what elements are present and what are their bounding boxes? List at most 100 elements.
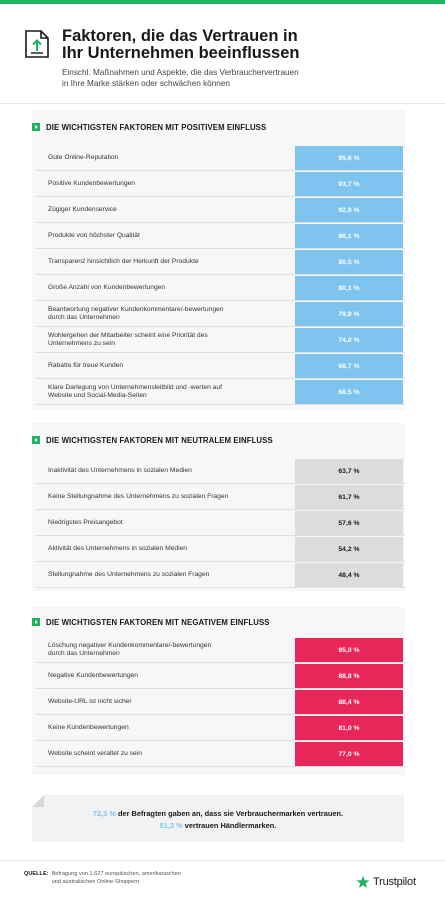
factor-label-line: Website-URL ist nicht sicher [48, 697, 132, 705]
source-line-2: und australischen Online-Shoppern [51, 879, 140, 885]
positive-factor-chart: Gute Online-Reputation 95,6 % Positive Kun… [36, 145, 405, 405]
value-bar: 48,4 % [295, 563, 403, 587]
callout-line-2: 51,3 % vertrauen Händlermarken. [32, 821, 404, 830]
play-bullet-icon [32, 436, 40, 444]
value-bar: 80,5 % [295, 250, 403, 274]
neutral-section-title: DIE WICHTIGSTEN FAKTOREN MIT NEUTRALEM E… [46, 435, 273, 445]
value-label: 61,7 % [338, 493, 360, 501]
factor-row: Keine Kundenbewertungen 81,0 % [36, 715, 405, 741]
value-bar: 54,2 % [295, 537, 403, 561]
factor-label-line: Unternehmens zu sein [48, 339, 115, 347]
factor-row: Rabatte für treue Kunden 68,7 % [36, 353, 405, 379]
value-bar: 93,7 % [295, 172, 403, 196]
value-label: 95,0 % [338, 646, 360, 654]
negative-section-title: DIE WICHTIGSTEN FAKTOREN MIT NEGATIVEM E… [46, 617, 270, 627]
factor-row: Gute Online-Reputation 95,6 % [36, 145, 405, 171]
source-note: QUELLE: Befragung von 1.627 europäischen… [24, 870, 181, 886]
factor-label-line: Website und Social-Media-Seiten [48, 391, 147, 399]
page-title: Faktoren, die das Vertrauen in Ihr Unter… [62, 28, 299, 62]
factor-label-line: Große Anzahl von Kundenbewertungen [48, 283, 166, 291]
value-label: 86,1 % [338, 232, 360, 240]
title-line-2: Ihr Unternehmen beeinflussen [62, 44, 300, 62]
factor-row: Stellungnahme des Unternehmens zu sozial… [36, 562, 405, 588]
value-bar: 79,9 % [295, 302, 403, 326]
factor-label: Klare Darlegung von Unternehmensleitbild… [48, 379, 288, 404]
play-bullet-icon [32, 618, 40, 626]
factor-label: Keine Stellungnahme des Unternehmens zu … [48, 484, 288, 509]
source-line-1: Befragung von 1.627 europäischen, amerik… [51, 871, 181, 877]
neutral-section-header: DIE WICHTIGSTEN FAKTOREN MIT NEUTRALEM E… [32, 433, 273, 447]
top-accent-bar [0, 0, 445, 4]
value-bar: 74,0 % [295, 328, 403, 352]
factor-row: Negative Kundenbewertungen 88,8 % [36, 663, 405, 689]
value-bar: 77,0 % [295, 742, 403, 766]
factor-label-line: Beantwortung negativer Kundenkommentare/… [48, 305, 224, 313]
factor-label: Keine Kundenbewertungen [48, 715, 288, 740]
summary-callout: 72,3 % der Befragten gaben an, dass sie … [32, 795, 404, 842]
factor-label-line: durch das Unternehmen [48, 313, 120, 321]
value-bar: 68,7 % [295, 354, 403, 378]
value-label: 68,7 % [338, 362, 360, 370]
factor-label-line: Niedrigstes Preisangebot [48, 518, 123, 526]
factor-label: Gute Online-Reputation [48, 145, 288, 170]
factor-label-line: Positive Kundenbewertungen [48, 179, 135, 187]
neutral-factor-chart: Inaktivität des Unternehmens in sozialen… [36, 458, 405, 588]
play-bullet-icon [32, 123, 40, 131]
page-subtitle: Einschl. Maßnahmen und Aspekte, die das … [62, 67, 299, 89]
factor-label-line: Gute Online-Reputation [48, 153, 119, 161]
positive-section-header: DIE WICHTIGSTEN FAKTOREN MIT POSITIVEM E… [32, 120, 266, 134]
factor-label: Zügiger Kundenservice [48, 197, 288, 222]
factor-label: Transparenz hinsichtlich der Herkunft de… [48, 249, 288, 274]
header-divider [0, 103, 445, 104]
factor-label: Inaktivität des Unternehmens in sozialen… [48, 458, 288, 483]
factor-label: Rabatte für treue Kunden [48, 353, 288, 378]
factor-row: Beantwortung negativer Kundenkommentare/… [36, 301, 405, 327]
factor-label: Aktivität des Unternehmens in sozialen M… [48, 536, 288, 561]
factor-label-line: Transparenz hinsichtlich der Herkunft de… [48, 257, 199, 265]
factor-label-line: Rabatte für treue Kunden [48, 361, 124, 369]
negative-section-header: DIE WICHTIGSTEN FAKTOREN MIT NEGATIVEM E… [32, 615, 270, 629]
factor-label: Niedrigstes Preisangebot [48, 510, 288, 535]
value-label: 74,0 % [338, 336, 360, 344]
callout-value-2: 51,3 % [159, 821, 183, 830]
factor-label-line: Inaktivität des Unternehmens in sozialen… [48, 466, 192, 474]
factor-row: Website-URL ist nicht sicher 88,4 % [36, 689, 405, 715]
factor-label: Produkte von höchster Qualität [48, 223, 288, 248]
factor-label: Löschung negativer Kundenkommentare/-bew… [48, 637, 288, 662]
factor-label: Große Anzahl von Kundenbewertungen [48, 275, 288, 300]
value-label: 81,0 % [338, 724, 360, 732]
factor-row: Aktivität des Unternehmens in sozialen M… [36, 536, 405, 562]
value-label: 68,5 % [338, 388, 360, 396]
value-label: 93,7 % [338, 180, 360, 188]
value-bar: 68,5 % [295, 380, 403, 404]
value-label: 80,5 % [338, 258, 360, 266]
factor-row: Positive Kundenbewertungen 93,7 % [36, 171, 405, 197]
factor-row: Website scheint veraltet zu sein 77,0 % [36, 741, 405, 767]
callout-value-1: 72,3 % [92, 809, 116, 818]
subtitle-line-2: in Ihre Marke stärken oder schwächen kön… [62, 79, 230, 88]
value-bar: 92,9 % [295, 198, 403, 222]
value-label: 79,9 % [338, 310, 360, 318]
factor-row: Produkte von höchster Qualität 86,1 % [36, 223, 405, 249]
footer-divider [0, 860, 445, 861]
factor-label: Stellungnahme des Unternehmens zu sozial… [48, 562, 288, 587]
brand-name: Trustpilot [373, 876, 416, 888]
factor-label: Positive Kundenbewertungen [48, 171, 288, 196]
value-label: 88,8 % [338, 672, 360, 680]
factor-label: Beantwortung negativer Kundenkommentare/… [48, 301, 288, 326]
factor-label: Website scheint veraltet zu sein [48, 741, 288, 766]
star-icon [356, 875, 370, 888]
value-label: 77,0 % [338, 750, 360, 758]
callout-text-2: vertrauen Händlermarken. [182, 821, 277, 830]
value-bar: 88,8 % [295, 664, 403, 688]
factor-row: Klare Darlegung von Unternehmensleitbild… [36, 379, 405, 405]
factor-row: Niedrigstes Preisangebot 57,6 % [36, 510, 405, 536]
factor-label-line: Stellungnahme des Unternehmens zu sozial… [48, 570, 210, 578]
factor-label-line: Zügiger Kundenservice [48, 205, 117, 213]
value-bar: 61,7 % [295, 485, 403, 509]
document-arrow-icon [25, 30, 49, 58]
factor-label-line: Produkte von höchster Qualität [48, 231, 140, 239]
factor-row: Löschung negativer Kundenkommentare/-bew… [36, 637, 405, 663]
value-label: 95,6 % [338, 154, 360, 162]
factor-label: Wohlergehen der Mitarbeiter scheint eine… [48, 327, 288, 352]
